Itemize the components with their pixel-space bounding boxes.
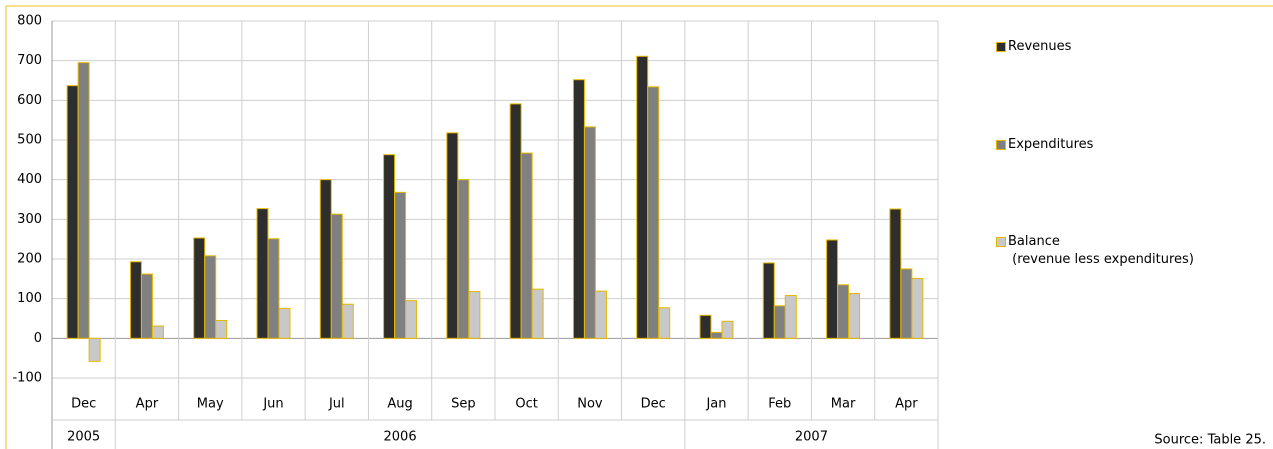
group-label: 2006 xyxy=(384,430,417,445)
bar xyxy=(140,273,153,339)
x-tick-label: May xyxy=(197,397,224,412)
bar xyxy=(457,179,470,339)
bar xyxy=(520,152,533,339)
bar xyxy=(848,293,861,339)
bar xyxy=(636,55,649,339)
bar xyxy=(215,319,228,339)
bar xyxy=(773,305,786,339)
y-tick-label: -100 xyxy=(12,371,42,386)
bar xyxy=(468,291,481,339)
y-tick-label: 600 xyxy=(17,93,42,108)
x-tick-label: Apr xyxy=(136,397,159,412)
x-tick-label: Sep xyxy=(451,397,476,412)
y-tick-label: 300 xyxy=(17,212,42,227)
bar xyxy=(193,237,206,339)
bar xyxy=(762,262,775,339)
bar xyxy=(572,79,585,339)
y-tick-label: 700 xyxy=(17,53,42,68)
legend-label: Balance (revenue less expenditures) xyxy=(1008,234,1194,267)
bar xyxy=(658,307,671,339)
y-tick-label: 500 xyxy=(17,133,42,148)
bar xyxy=(267,238,280,339)
y-tick-label: 100 xyxy=(17,291,42,306)
legend-entry: Revenues xyxy=(996,38,1072,56)
legend-swatch xyxy=(996,140,1006,150)
y-tick-label: 800 xyxy=(17,14,42,29)
bar xyxy=(88,337,101,362)
bar xyxy=(129,261,142,339)
legend-label: Expenditures xyxy=(1008,137,1094,152)
bar xyxy=(911,277,924,339)
x-tick-label: Jul xyxy=(328,397,345,412)
bar xyxy=(341,303,354,339)
y-tick-label: 400 xyxy=(17,172,42,187)
bar xyxy=(826,239,839,339)
bar xyxy=(66,85,79,339)
bar xyxy=(446,132,459,339)
group-label: 2005 xyxy=(67,430,100,445)
x-tick-label: Aug xyxy=(387,397,412,412)
legend-swatch xyxy=(996,237,1006,247)
bar xyxy=(583,126,596,339)
bar xyxy=(509,103,522,339)
bar xyxy=(405,300,418,339)
bar xyxy=(837,284,850,339)
bar xyxy=(383,154,396,339)
bar xyxy=(531,288,544,339)
x-tick-label: Jan xyxy=(705,397,726,412)
x-tick-label: Feb xyxy=(768,397,791,412)
x-tick-label: Apr xyxy=(895,397,918,412)
bar xyxy=(256,208,269,339)
bar xyxy=(889,208,902,339)
bar xyxy=(699,314,712,339)
legend-entry: Balance (revenue less expenditures) xyxy=(996,233,1194,269)
x-tick-label: Mar xyxy=(831,397,856,412)
x-tick-label: Jun xyxy=(262,397,283,412)
bar xyxy=(721,320,734,339)
bar xyxy=(594,290,607,339)
legend-label: Revenues xyxy=(1008,39,1072,54)
group-label: 2007 xyxy=(795,430,828,445)
bar xyxy=(330,213,343,339)
y-tick-label: 0 xyxy=(34,331,42,346)
bar xyxy=(319,179,332,339)
bar xyxy=(900,268,913,339)
x-tick-label: Dec xyxy=(71,397,96,412)
bar xyxy=(278,308,291,339)
bar xyxy=(151,325,164,339)
y-tick-label: 200 xyxy=(17,252,42,267)
bar xyxy=(784,294,797,339)
x-tick-label: Oct xyxy=(515,397,537,412)
legend-entry: Expenditures xyxy=(996,136,1094,154)
source-note: Source: Table 25. xyxy=(1154,433,1266,448)
bar xyxy=(394,191,407,339)
legend-swatch xyxy=(996,42,1006,52)
x-tick-label: Nov xyxy=(577,397,603,412)
bar xyxy=(204,255,217,339)
x-tick-label: Dec xyxy=(641,397,666,412)
bar xyxy=(77,62,90,339)
bar xyxy=(647,86,660,339)
bar xyxy=(710,331,723,339)
